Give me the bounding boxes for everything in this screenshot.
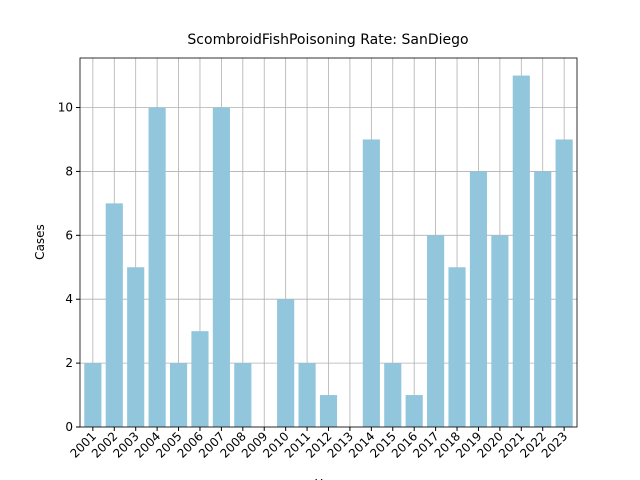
bar (212, 107, 230, 428)
y-tick-label: 10 (58, 101, 73, 115)
bar (427, 235, 445, 427)
bar (105, 203, 123, 427)
bar (512, 75, 530, 428)
bar (555, 139, 573, 427)
bar (169, 363, 188, 427)
y-tick-label: 6 (65, 228, 73, 242)
x-axis-label: Year (314, 477, 340, 480)
bar (534, 171, 552, 427)
y-tick-label: 8 (65, 164, 73, 178)
bar (148, 107, 166, 428)
y-tick-label: 4 (65, 292, 73, 306)
bar (298, 363, 316, 427)
bar (84, 363, 102, 427)
bar (234, 363, 252, 427)
chart-title: ScombroidFishPoisoning Rate: SanDiego (187, 32, 468, 48)
bar (491, 235, 509, 427)
bar (448, 267, 466, 427)
y-tick-label: 0 (65, 420, 73, 434)
y-tick-label: 2 (65, 356, 73, 370)
bar (384, 363, 402, 427)
bar (127, 267, 145, 427)
y-axis-label: Cases (33, 224, 47, 260)
bar (277, 299, 295, 427)
plot-frame (79, 57, 578, 428)
bar (469, 171, 488, 427)
bar (191, 331, 209, 427)
bar (405, 395, 423, 427)
bar (362, 139, 380, 427)
bar (319, 395, 338, 427)
